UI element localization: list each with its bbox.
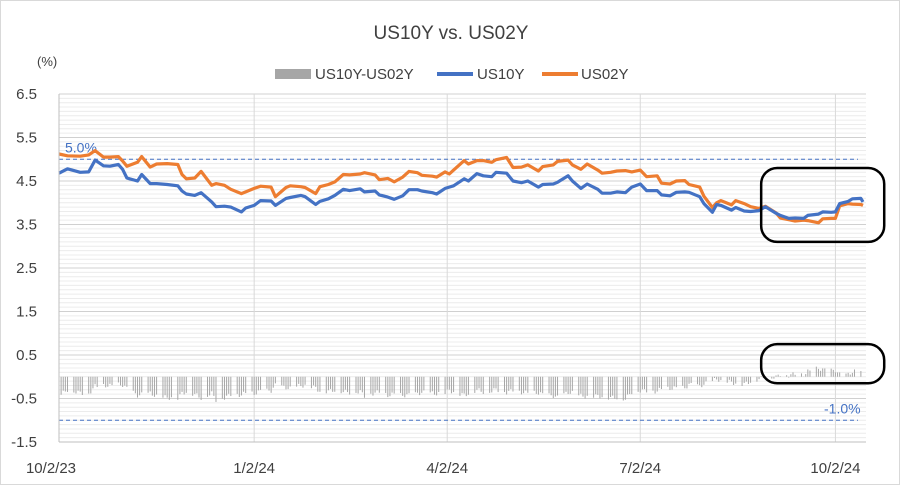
unit-label: (%) (37, 54, 57, 69)
legend-label-us10y: US10Y (477, 66, 525, 83)
x-axis: 10/2/23 1/2/24 4/2/24 7/2/24 10/2/24 (26, 441, 866, 477)
highlight-box (759, 166, 886, 244)
y-axis: 6.5 5.5 4.5 3.5 2.5 1.5 0.5 -0.5 -1.5 (11, 86, 60, 451)
reference-line-label: -1.0% (824, 400, 861, 416)
legend: US10Y-US02Y US10Y US02Y (275, 66, 629, 83)
chart-title: US10Y vs. US02Y (374, 23, 529, 44)
y-tick-label: 4.5 (16, 173, 37, 190)
y-tick-label: 5.5 (16, 130, 37, 147)
y-tick-label: 3.5 (16, 217, 37, 234)
highlight-boxes (759, 166, 886, 385)
y-tick-label: 6.5 (16, 86, 37, 103)
x-tick-label: 7/2/24 (619, 460, 661, 477)
series-lines (58, 149, 865, 225)
x-tick-label: 1/2/24 (233, 460, 275, 477)
series-line-us10y (58, 158, 865, 220)
highlight-box (759, 342, 886, 385)
y-tick-label: 1.5 (16, 304, 37, 321)
y-tick-label: 0.5 (16, 347, 37, 364)
spread-bars (58, 366, 862, 402)
legend-label-us02y: US02Y (581, 66, 629, 83)
reference-lines: 5.0% -1.0% (59, 139, 861, 421)
legend-label-spread: US10Y-US02Y (315, 66, 414, 83)
series-line-us02y (58, 149, 864, 225)
x-tick-label: 10/2/24 (810, 460, 860, 477)
reference-line-label: 5.0% (65, 139, 97, 155)
legend-swatch-spread (275, 69, 311, 79)
x-tick-label: 4/2/24 (426, 460, 468, 477)
x-tick-label: 10/2/23 (26, 460, 76, 477)
y-tick-label: -1.5 (11, 434, 37, 451)
y-tick-label: 2.5 (16, 260, 37, 277)
y-tick-label: -0.5 (11, 391, 37, 408)
gridlines (58, 93, 866, 443)
